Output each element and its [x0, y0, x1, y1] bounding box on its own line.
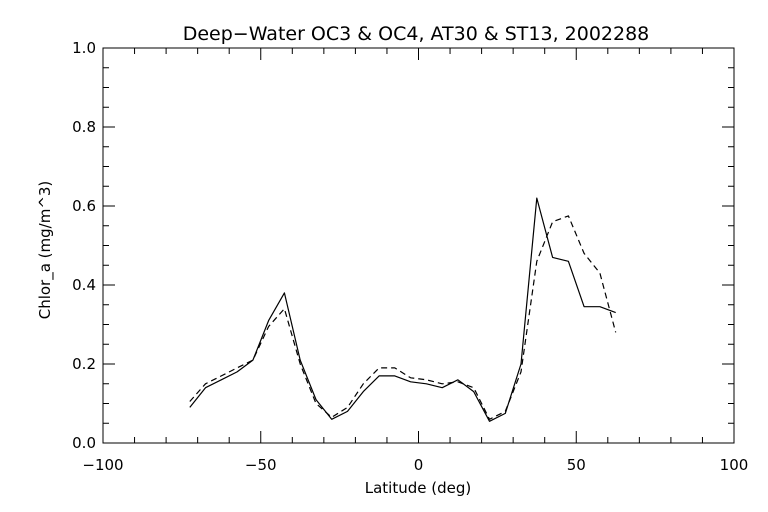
x-tick-label: 0 — [414, 456, 424, 474]
series-dashed-line — [189, 215, 617, 420]
chart-title: Deep−Water OC3 & OC4, AT30 & ST13, 20022… — [183, 23, 650, 45]
x-axis-label: Latitude (deg) — [365, 479, 471, 497]
series-group — [189, 197, 617, 422]
plot-frame — [102, 47, 735, 444]
axis-ticks — [102, 47, 735, 444]
tick-labels: −100 −50 0 50 100 0.0 0.2 0.4 0.6 0.8 1.0 — [72, 39, 748, 474]
y-tick-label: 0.2 — [72, 355, 96, 373]
x-tick-label: −100 — [82, 456, 123, 474]
y-tick-label: 0.6 — [72, 197, 96, 215]
x-tick-label: 100 — [720, 456, 749, 474]
x-tick-label: −50 — [245, 456, 277, 474]
y-tick-label: 0.4 — [72, 276, 96, 294]
series-solid-line — [189, 197, 616, 422]
y-axis-label: Chlor_a (mg/m^3) — [36, 181, 55, 320]
y-tick-label: 0.8 — [72, 118, 96, 136]
x-tick-label: 50 — [567, 456, 586, 474]
y-tick-label: 0.0 — [72, 434, 96, 452]
y-tick-label: 1.0 — [72, 39, 96, 57]
